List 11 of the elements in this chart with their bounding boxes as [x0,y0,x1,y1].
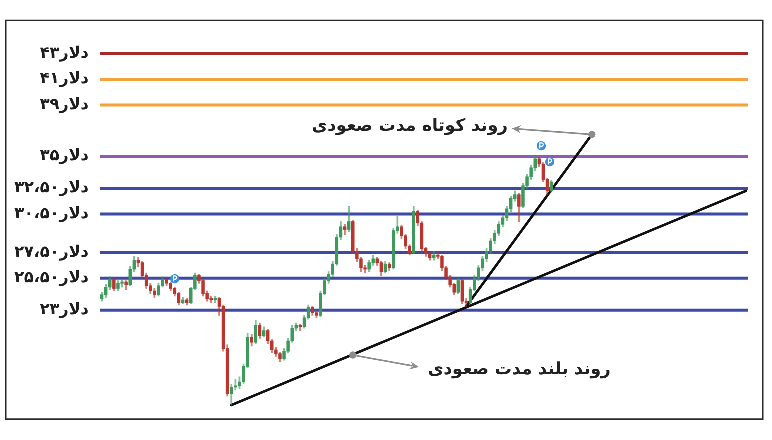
y-tick-label: ۴۳دلار [40,43,89,62]
y-tick-label: ۳۰،۵۰دلار [14,203,89,222]
y-tick-label: ۳۵دلار [40,146,89,165]
y-tick-label: ۴۱دلار [40,68,89,88]
y-tick-label: ۲۳دلار [40,300,89,319]
y-tick-label: ۳۹دلار [40,94,89,114]
annotation: روند بلند مدت صعودی [428,360,611,380]
y-tick-label: ۲۵،۵۰دلار [14,268,89,286]
y-tick-label: ۲۷،۵۰دلار [14,242,89,261]
annotation: روند کوتاه مدت صعودی [312,116,508,136]
y-tick-label: ۳۲،۵۰دلار [14,178,89,197]
